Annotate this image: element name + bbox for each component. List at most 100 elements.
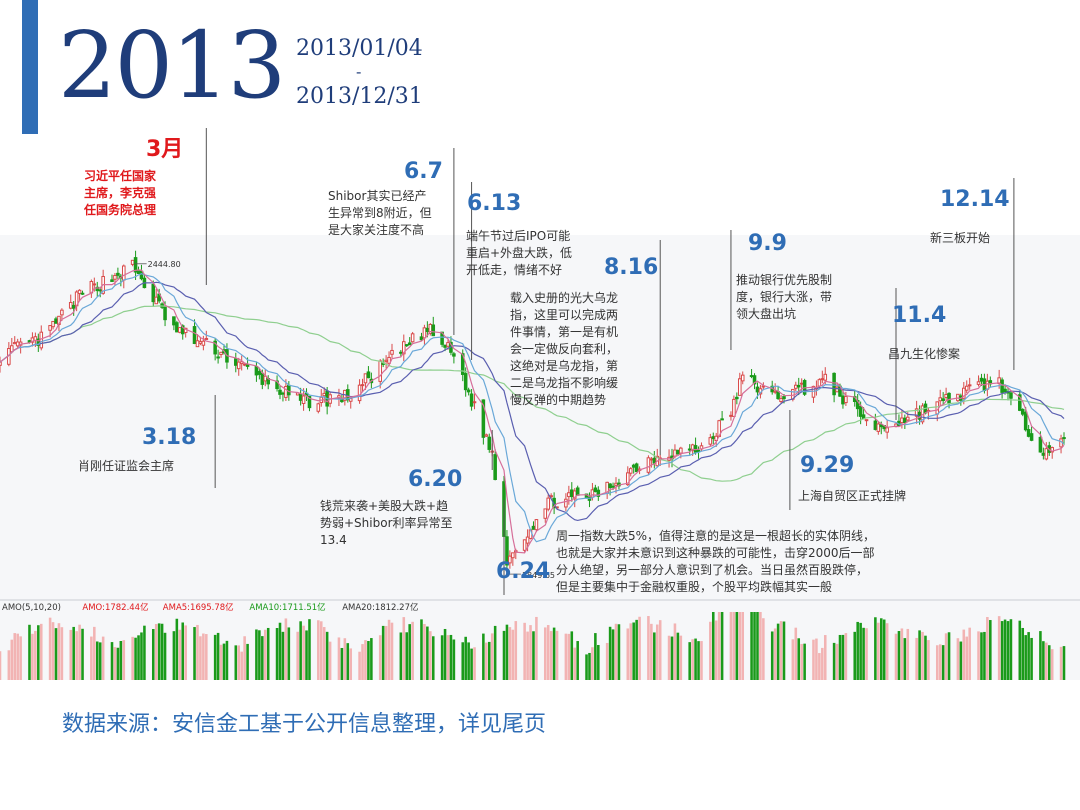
candle-body [51,320,55,328]
annotation: 3.18 肖刚任证监会主席 [78,395,216,488]
annotation-date: 3月 [146,137,183,162]
volume-bar [1003,619,1007,680]
annotation-text: 但是主要集中于金融权重股，个股平均跌幅其实一般 [556,579,832,594]
volume-bar [346,643,350,680]
volume-bar [897,631,901,680]
volume-bar [741,612,745,680]
candle-body [679,447,683,454]
volume-bar [800,643,803,680]
candle [1044,442,1049,461]
candle-body [425,327,430,333]
candle [864,419,869,426]
volume-bar [358,651,361,680]
volume-bar [638,616,641,680]
volume-bar [461,642,465,680]
volume-bar [408,624,411,680]
candle-body [481,399,486,438]
volume-bar [650,623,653,680]
annotation-date: 9.29 [800,453,854,478]
volume-bar [667,635,671,680]
candle-body [738,378,742,396]
volume-bar [791,639,795,680]
candle [844,391,848,406]
annotation-date: 6.20 [408,467,462,492]
volume-bar [337,637,341,680]
candle-body [673,449,677,457]
volume-bar [163,632,167,680]
high-price-label: 2444.80 [148,260,181,269]
volume-bar [797,638,801,680]
candle-body [487,436,492,450]
candle-body [941,398,945,401]
volume-bar [874,617,877,680]
annotation-text: 势弱+Shibor利率异常至 [320,515,453,530]
volume-bar [594,633,597,680]
volume-bar [95,641,99,680]
volume-bar [714,620,718,680]
candle-body [460,353,465,375]
volume-bar [694,638,697,680]
candle [463,367,468,397]
volume-bar [467,642,470,680]
candle [941,392,945,405]
candle-body [732,398,736,417]
volume-bar [72,626,75,680]
candle-body [567,492,571,498]
volume-bar [818,653,821,680]
annotation-text: 习近平任国家 [84,168,157,183]
candle [534,519,539,533]
candle-body [590,489,595,498]
volume-bar [832,642,836,680]
annotation-text: 重启+外盘大跌，低 [466,245,572,260]
volume-bar [635,619,638,680]
candle-body [687,448,692,451]
volume-bar [959,641,963,680]
volume-bar [514,621,518,680]
candle-body [531,525,536,530]
candle-body [175,322,179,333]
volume-bar [915,637,918,680]
volume-bar [278,622,282,680]
candle [0,356,2,373]
volume-bar [543,627,547,680]
volume-bar [1050,649,1054,680]
candle-body [133,257,138,273]
candle-body [466,389,471,393]
candle-body [452,353,456,357]
candle-body [463,373,468,391]
candle-body [522,539,527,551]
volume-bar [835,643,839,680]
volume-bar [605,642,609,680]
volume-bar [19,636,22,680]
annotation-text: 开低走，情绪不好 [466,263,562,277]
annotation-text: 生异常到8附近，但 [328,206,432,220]
volume-bar [941,645,945,680]
candle-body [964,385,969,391]
volume-bar [490,633,494,680]
volume-bar [308,619,311,680]
candle-body [967,384,972,387]
annotation-date: 6.24 [496,559,550,584]
candle-body [593,487,598,493]
volume-bar [255,629,258,680]
volume-bar [131,636,134,680]
candle-body [820,378,825,381]
volume-bar [773,628,777,680]
annotation: 11.4 昌九生化惨案 [888,288,960,420]
volume-bar [275,628,279,680]
candle-body [122,265,126,281]
candle [1029,426,1034,442]
volume-bar [429,631,432,680]
volume-bar [523,622,526,680]
candle [522,539,527,553]
candle-body [794,384,798,389]
annotation-date: 11.4 [892,303,946,328]
candle-body [260,372,265,385]
candle [172,316,176,331]
candle [151,280,156,307]
volume-bar [258,630,261,680]
candle-body [938,397,942,402]
volume-bar [776,623,780,680]
volume-bar [885,623,889,680]
